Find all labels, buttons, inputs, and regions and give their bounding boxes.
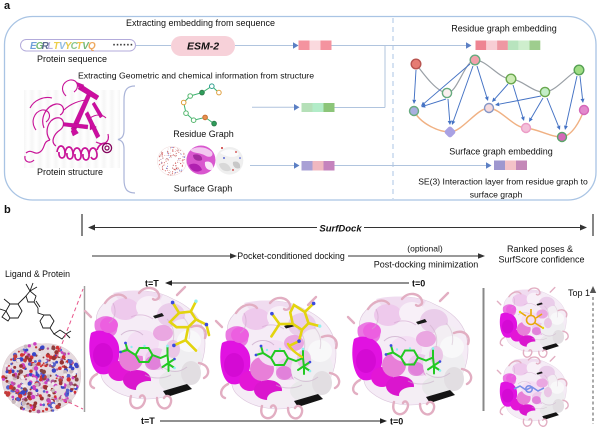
svg-text:Residue Graph: Residue Graph xyxy=(173,129,234,139)
svg-text:t=T: t=T xyxy=(141,416,155,426)
svg-text:t=0: t=0 xyxy=(390,417,403,427)
svg-text:a: a xyxy=(4,0,11,12)
svg-text:V: V xyxy=(82,41,90,52)
svg-text:Top 1: Top 1 xyxy=(568,288,590,298)
svg-text:b: b xyxy=(4,204,11,216)
svg-text:t=T: t=T xyxy=(145,279,159,289)
svg-text:Residue graph embedding: Residue graph embedding xyxy=(451,24,557,34)
svg-text:E: E xyxy=(30,41,37,52)
svg-text:G: G xyxy=(36,41,44,52)
svg-text:······: ······ xyxy=(113,40,134,52)
svg-text:Pocket-conditioned docking: Pocket-conditioned docking xyxy=(237,251,345,261)
svg-text:Q: Q xyxy=(88,41,96,52)
svg-text:t=0: t=0 xyxy=(412,279,425,289)
svg-text:T: T xyxy=(53,41,60,52)
svg-text:Protein structure: Protein structure xyxy=(37,167,103,177)
svg-text:V: V xyxy=(59,41,67,52)
svg-text:ESM-2: ESM-2 xyxy=(187,41,219,53)
svg-text:SurfScore confidence: SurfScore confidence xyxy=(498,255,584,265)
svg-text:Extracting Geometric and chemi: Extracting Geometric and chemical inform… xyxy=(78,71,314,81)
svg-text:Extracting embedding from sequ: Extracting embedding from sequence xyxy=(126,18,275,28)
svg-text:Post-docking minimization: Post-docking minimization xyxy=(374,260,479,270)
svg-text:SurfDock: SurfDock xyxy=(319,224,362,235)
svg-text:surface graph: surface graph xyxy=(470,190,523,200)
svg-text:T: T xyxy=(76,41,83,52)
svg-text:Y: Y xyxy=(65,41,73,52)
svg-text:Ranked poses &: Ranked poses & xyxy=(507,244,573,254)
svg-text:(optional): (optional) xyxy=(407,244,443,254)
svg-text:SE(3) Interaction layer from r: SE(3) Interaction layer from residue gra… xyxy=(418,177,588,187)
svg-text:Ligand & Protein: Ligand & Protein xyxy=(5,269,70,279)
svg-text:C: C xyxy=(71,41,79,52)
svg-text:Surface Graph: Surface Graph xyxy=(174,184,233,194)
svg-text:R: R xyxy=(42,41,50,52)
svg-text:Protein sequence: Protein sequence xyxy=(37,54,107,64)
svg-text:L: L xyxy=(47,41,53,52)
svg-text:Surface graph embedding: Surface graph embedding xyxy=(449,147,553,157)
